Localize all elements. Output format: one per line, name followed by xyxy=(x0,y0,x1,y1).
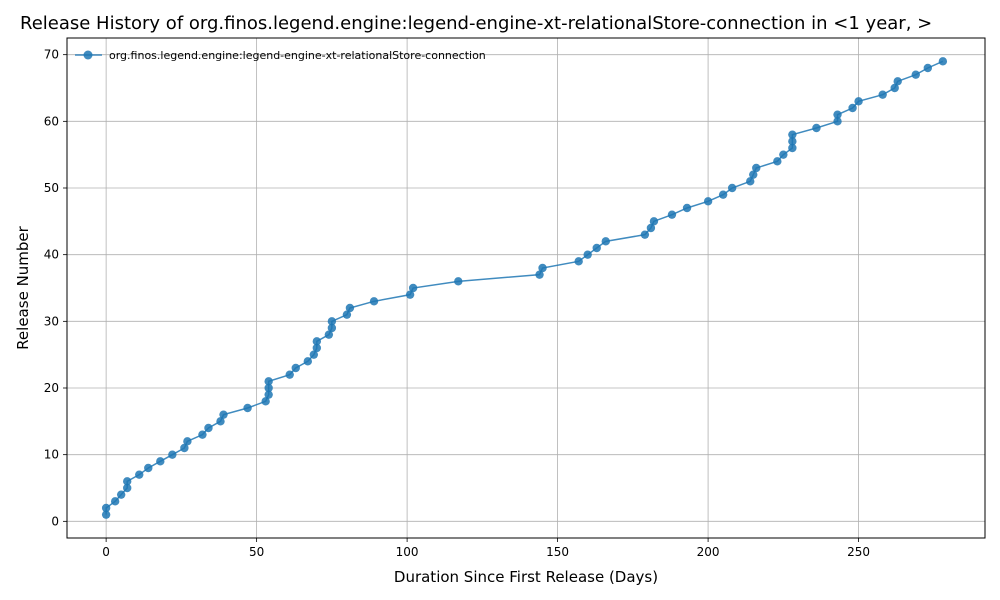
data-point xyxy=(649,217,659,226)
x-tick-label: 200 xyxy=(697,545,720,559)
data-point xyxy=(345,303,355,313)
y-tick-label: 0 xyxy=(51,514,59,528)
data-point xyxy=(309,350,319,359)
data-point xyxy=(183,437,192,446)
x-tick-label: 50 xyxy=(249,545,264,559)
legend-entry: org.finos.legend.engine:legend-engine-xt… xyxy=(109,49,486,62)
data-point xyxy=(752,163,761,173)
data-point xyxy=(833,117,842,126)
data-point xyxy=(216,417,225,426)
x-axis-label: Duration Since First Release (Days) xyxy=(394,568,658,586)
data-point xyxy=(303,357,312,366)
data-point xyxy=(312,337,322,346)
data-point xyxy=(180,443,189,453)
data-point xyxy=(168,450,177,459)
data-point xyxy=(123,483,132,493)
data-point xyxy=(682,203,692,213)
x-tick-label: 150 xyxy=(546,545,569,559)
data-point xyxy=(264,377,273,386)
data-point xyxy=(312,343,322,353)
data-point xyxy=(116,490,126,499)
data-point xyxy=(405,290,415,299)
data-point xyxy=(583,250,592,259)
data-point xyxy=(848,103,857,113)
data-point xyxy=(144,463,153,473)
x-tick-label: 0 xyxy=(102,545,110,559)
y-tick-label: 20 xyxy=(44,381,59,395)
data-point xyxy=(101,510,111,519)
data-point xyxy=(204,423,213,433)
y-tick-label: 60 xyxy=(44,114,59,128)
plot-frame xyxy=(66,37,986,539)
y-tick-label: 30 xyxy=(44,314,59,328)
data-point xyxy=(788,137,797,146)
data-point xyxy=(135,470,144,479)
data-point xyxy=(535,270,544,279)
data-point xyxy=(101,503,111,513)
data-point xyxy=(264,390,273,399)
data-point xyxy=(788,143,797,153)
x-tick-label: 100 xyxy=(396,545,419,559)
data-point xyxy=(261,397,270,406)
data-point xyxy=(243,403,252,413)
data-point xyxy=(727,183,737,193)
y-tick-label: 40 xyxy=(44,248,59,262)
data-point xyxy=(123,477,132,486)
data-point xyxy=(854,97,863,106)
data-point xyxy=(749,170,758,179)
data-point xyxy=(324,330,334,339)
data-point xyxy=(938,57,948,66)
series-layer xyxy=(101,57,948,519)
data-point xyxy=(219,410,228,419)
data-point xyxy=(285,370,294,379)
data-point xyxy=(291,363,300,373)
y-tick-label: 70 xyxy=(44,48,59,62)
data-point xyxy=(156,457,165,466)
data-point xyxy=(833,110,842,119)
data-point xyxy=(788,130,797,139)
data-point xyxy=(812,123,821,133)
data-point xyxy=(923,63,933,73)
data-point xyxy=(574,257,583,266)
y-tick-label: 10 xyxy=(44,448,59,462)
data-point xyxy=(454,277,463,286)
data-point xyxy=(911,70,920,79)
data-point xyxy=(369,297,379,306)
data-point xyxy=(667,210,677,219)
ticks: 0 50 100 150 200 250 0 10 20 30 40 50 60 70 xyxy=(44,48,870,559)
data-point xyxy=(342,310,352,319)
data-point xyxy=(893,77,902,86)
grid xyxy=(67,38,985,538)
data-point xyxy=(198,430,207,439)
data-point xyxy=(878,90,887,99)
data-point xyxy=(718,190,728,199)
data-point xyxy=(538,263,547,273)
data-point xyxy=(408,283,418,293)
data-point xyxy=(703,197,713,206)
data-point xyxy=(640,230,650,239)
y-tick-label: 50 xyxy=(44,181,59,195)
data-point xyxy=(773,157,782,166)
legend-marker-swatch xyxy=(83,50,93,60)
data-point xyxy=(110,497,120,506)
data-point xyxy=(779,150,788,159)
data-point xyxy=(890,83,899,93)
data-point xyxy=(746,177,755,186)
data-point xyxy=(646,223,656,233)
legend: org.finos.legend.engine:legend-engine-xt… xyxy=(75,49,486,62)
data-point xyxy=(327,323,337,333)
data-point xyxy=(592,243,601,253)
data-point xyxy=(264,383,273,393)
chart-title: Release History of org.finos.legend.engi… xyxy=(20,13,932,34)
data-point xyxy=(601,237,610,246)
y-axis-label: Release Number xyxy=(14,225,32,349)
data-point xyxy=(327,317,337,326)
x-tick-label: 250 xyxy=(847,545,870,559)
